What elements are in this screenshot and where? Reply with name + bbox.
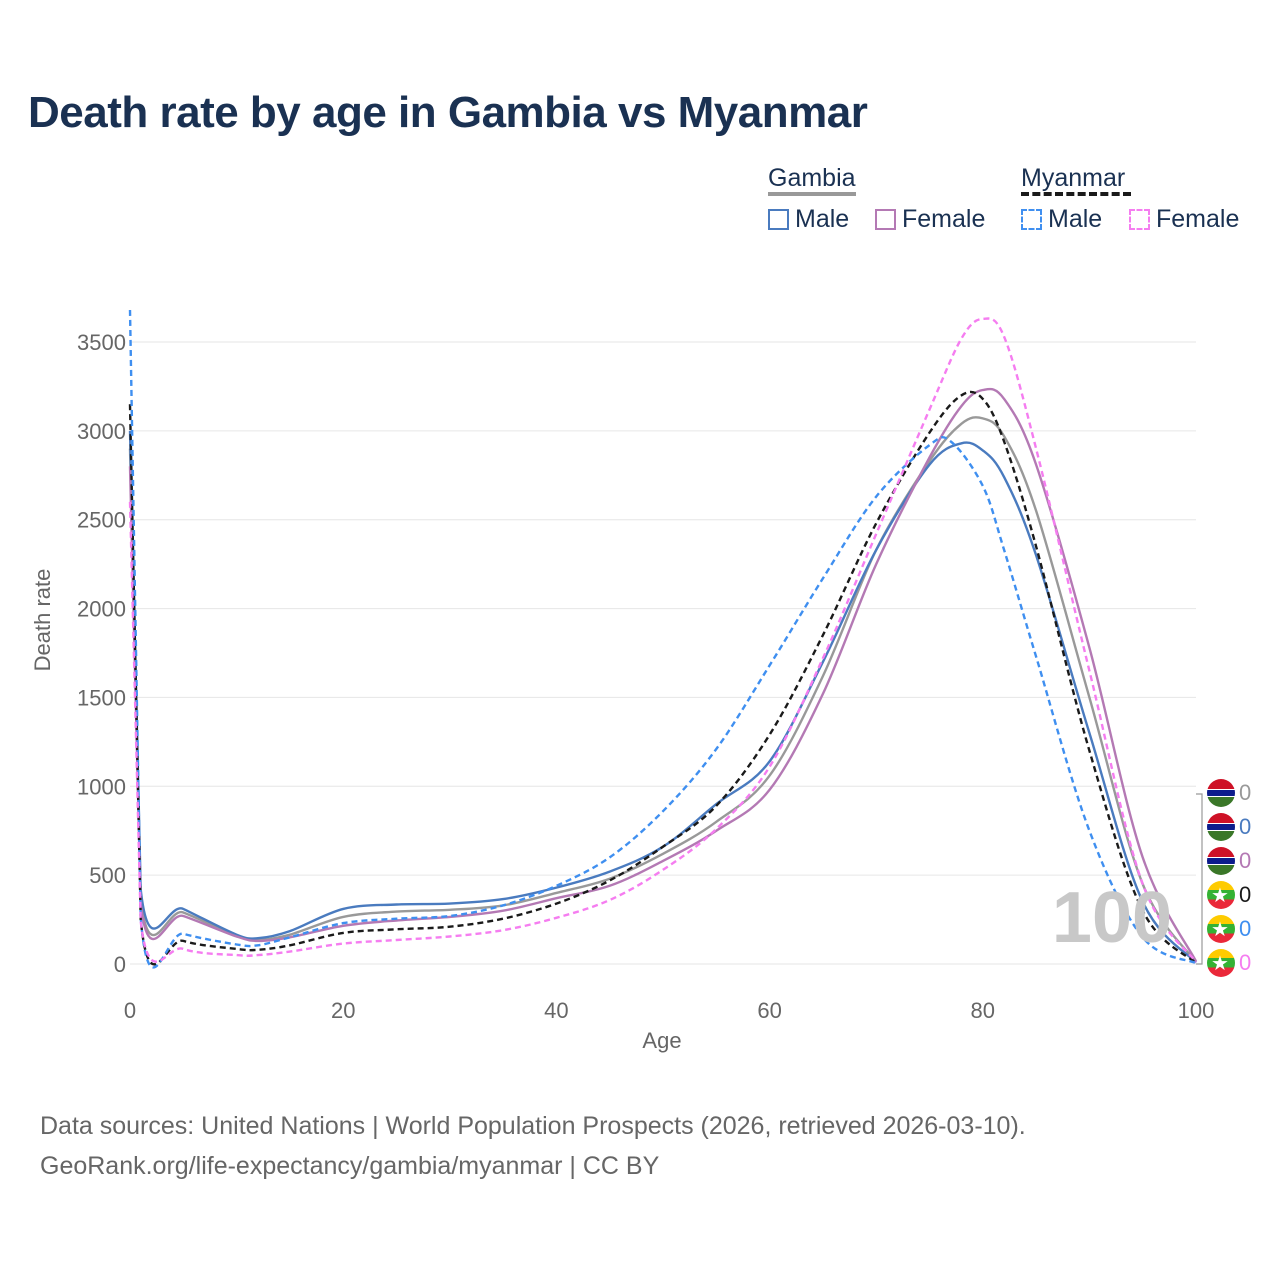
legend-swatch-gambia-male <box>768 209 789 230</box>
series-line-myanmar-female[interactable] <box>128 317 1197 963</box>
myanmar-flag-icon: ★ <box>1207 915 1235 943</box>
gambia-flag-icon <box>1207 813 1235 841</box>
series-line-gambia-female[interactable] <box>128 387 1198 962</box>
y-axis-ticks: 0 500 1000 1500 2000 2500 3000 3500 <box>77 330 126 977</box>
legend-swatch-myanmar-female <box>1129 209 1150 230</box>
y-tick-label: 0 <box>114 952 126 977</box>
y-tick-label: 3000 <box>77 419 126 444</box>
y-tick-label: 1000 <box>77 774 126 799</box>
series-lines <box>128 309 1198 969</box>
source-line-1: Data sources: United Nations | World Pop… <box>40 1112 1026 1140</box>
legend-group-gambia[interactable]: Gambia <box>768 164 856 192</box>
legend-swatch-gambia-female <box>875 209 896 230</box>
legend-label: Male <box>795 205 850 233</box>
y-tick-label: 1500 <box>77 685 126 710</box>
gambia-flag-icon <box>1207 847 1235 875</box>
y-axis-label: Death rate <box>30 569 55 672</box>
end-value-label: 0 <box>1239 950 1252 975</box>
legend-group-myanmar[interactable]: Myanmar <box>1021 164 1126 192</box>
x-tick-label: 100 <box>1178 998 1215 1023</box>
series-line-gambia-male[interactable] <box>128 430 1197 964</box>
year-watermark: 100 <box>1052 878 1172 958</box>
x-tick-label: 20 <box>331 998 355 1023</box>
legend-item-gambia-male[interactable]: Male <box>768 205 849 234</box>
myanmar-flag-icon: ★ <box>1207 949 1235 977</box>
star-icon: ★ <box>1211 917 1229 941</box>
legend-line-gambia <box>768 192 856 196</box>
legend-swatch-myanmar-male <box>1021 209 1042 230</box>
series-line-myanmar-male[interactable] <box>128 309 1197 969</box>
end-value-bracket <box>1196 793 1203 965</box>
legend-label: Female <box>902 205 986 233</box>
legend-item-myanmar-female[interactable]: Female <box>1129 205 1239 234</box>
x-tick-label: 80 <box>971 998 995 1023</box>
source-note: Data sources: United Nations | World Pop… <box>40 1106 1026 1186</box>
legend-line-myanmar <box>1021 192 1131 196</box>
x-tick-label: 0 <box>124 998 136 1023</box>
end-value-label: 0 <box>1239 780 1252 805</box>
y-tick-label: 2000 <box>77 597 126 622</box>
chart-title: Death rate by age in Gambia vs Myanmar <box>28 88 868 137</box>
end-value-label: 0 <box>1239 848 1252 873</box>
y-tick-label: 2500 <box>77 508 126 533</box>
end-value-label: 0 <box>1239 882 1252 907</box>
star-icon: ★ <box>1211 883 1229 907</box>
x-axis-label: Age <box>642 1028 681 1053</box>
x-axis-ticks: 0 20 40 60 80 100 <box>124 998 1214 1023</box>
bracket-line <box>1196 793 1203 965</box>
y-tick-label: 500 <box>89 863 126 888</box>
myanmar-flag-icon: ★ <box>1207 881 1235 909</box>
star-icon: ★ <box>1211 951 1229 975</box>
legend-item-myanmar-male[interactable]: Male <box>1021 205 1102 234</box>
legend-label: Male <box>1048 205 1103 233</box>
legend-item-gambia-female[interactable]: Female <box>875 205 985 234</box>
end-value-label: 0 <box>1239 916 1252 941</box>
series-line-gambia-total-[interactable] <box>128 416 1197 963</box>
y-tick-label: 3500 <box>77 330 126 355</box>
legend-label: Female <box>1156 205 1240 233</box>
series-line-myanmar-total-[interactable] <box>128 390 1197 966</box>
source-line-2[interactable]: GeoRank.org/life-expectancy/gambia/myanm… <box>40 1152 660 1180</box>
x-tick-label: 60 <box>757 998 781 1023</box>
end-value-label: 0 <box>1239 814 1252 839</box>
gridlines <box>130 341 1196 965</box>
x-tick-label: 40 <box>544 998 568 1023</box>
gambia-flag-icon <box>1207 779 1235 807</box>
